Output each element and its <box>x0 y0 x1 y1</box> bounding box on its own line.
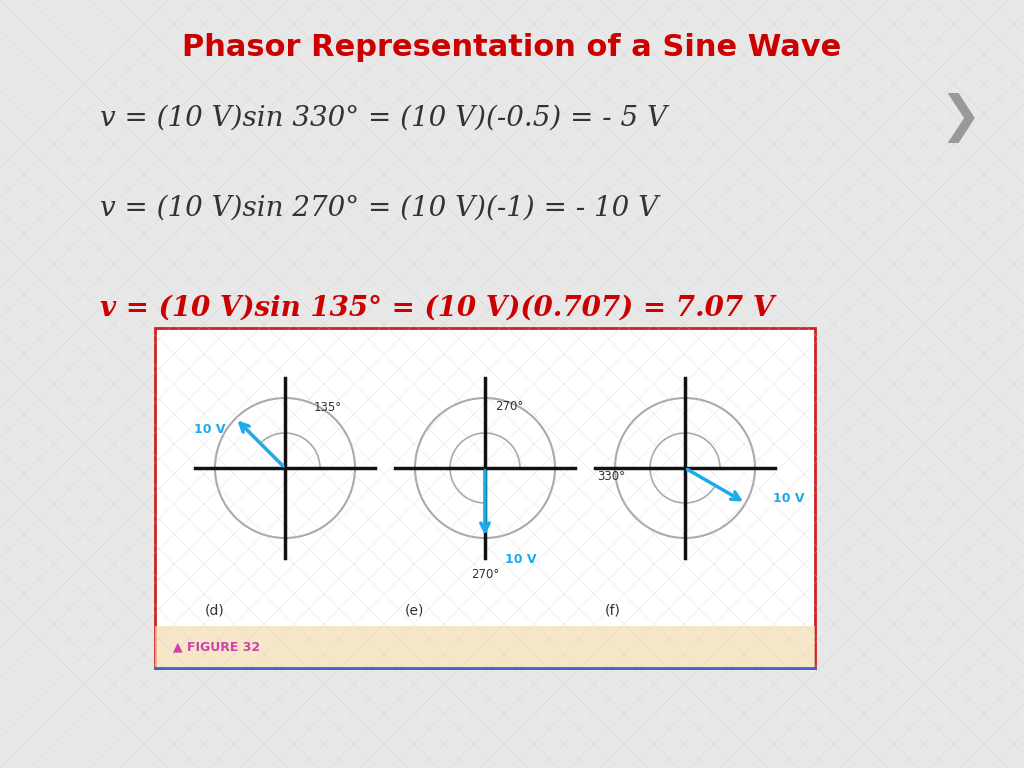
Text: 10 V: 10 V <box>194 423 225 436</box>
Text: 270°: 270° <box>471 568 499 581</box>
FancyBboxPatch shape <box>155 328 815 668</box>
Text: (e): (e) <box>406 603 424 617</box>
Bar <box>155 626 815 668</box>
Text: v = (10 V)sin 270° = (10 V)(-1) = - 10 V: v = (10 V)sin 270° = (10 V)(-1) = - 10 V <box>100 194 658 221</box>
Text: 10 V: 10 V <box>505 553 537 566</box>
Text: ▲ FIGURE 32: ▲ FIGURE 32 <box>173 641 260 654</box>
Text: Phasor Representation of a Sine Wave: Phasor Representation of a Sine Wave <box>182 34 842 62</box>
Text: 270°: 270° <box>495 400 523 413</box>
Text: 10 V: 10 V <box>773 492 805 505</box>
Text: 135°: 135° <box>314 401 342 414</box>
Text: ❯: ❯ <box>939 93 981 143</box>
Text: v = (10 V)sin 330° = (10 V)(-0.5) = - 5 V: v = (10 V)sin 330° = (10 V)(-0.5) = - 5 … <box>100 104 667 131</box>
Text: (f): (f) <box>605 603 621 617</box>
Text: 330°: 330° <box>597 469 625 482</box>
Text: (d): (d) <box>205 603 224 617</box>
Text: v = (10 V)sin 135° = (10 V)(0.707) = 7.07 V: v = (10 V)sin 135° = (10 V)(0.707) = 7.0… <box>100 294 774 322</box>
